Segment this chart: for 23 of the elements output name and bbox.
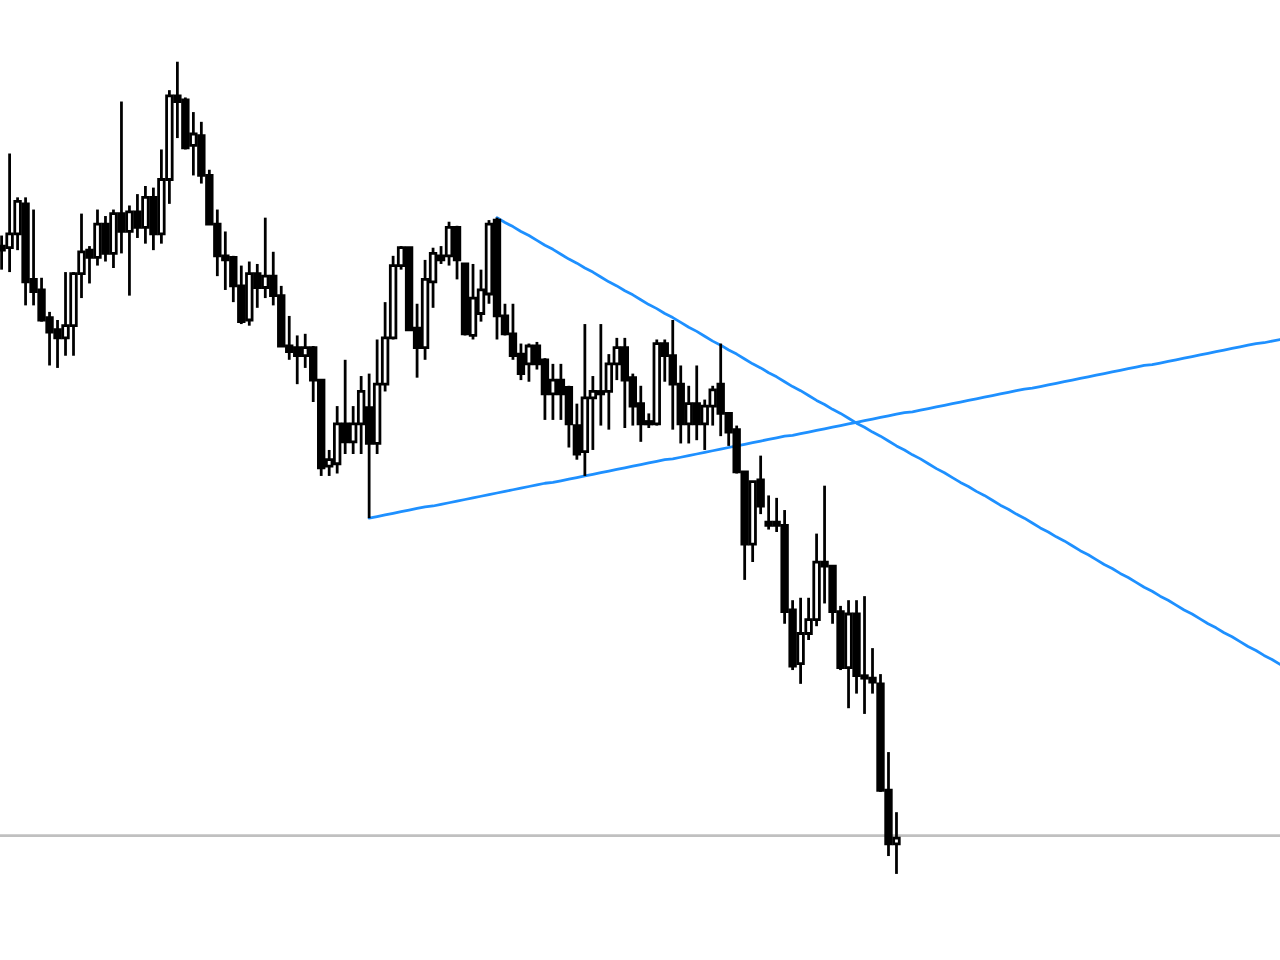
candlestick: [716, 342, 725, 438]
candlestick: [149, 186, 158, 252]
candlestick: [692, 364, 701, 442]
candlestick: [364, 372, 374, 520]
candlestick: [245, 260, 254, 328]
candlestick: [53, 318, 62, 370]
candlestick: [556, 362, 566, 422]
candlestick: [468, 262, 478, 341]
candlestick: [620, 336, 630, 430]
candlestick: [548, 362, 558, 422]
candlestick: [684, 384, 693, 445]
candlestick: [237, 264, 246, 326]
candlestick: [796, 596, 805, 686]
candlestick: [524, 342, 534, 384]
candlestick: [596, 322, 606, 427]
candlestick: [117, 100, 126, 255]
candlestick: [101, 214, 110, 263]
candlestick: [141, 184, 150, 246]
candlestick: [133, 192, 142, 240]
candlestick: [444, 220, 454, 267]
candlestick: [5, 152, 14, 274]
candlestick: [261, 216, 270, 300]
candlestick: [860, 594, 869, 716]
